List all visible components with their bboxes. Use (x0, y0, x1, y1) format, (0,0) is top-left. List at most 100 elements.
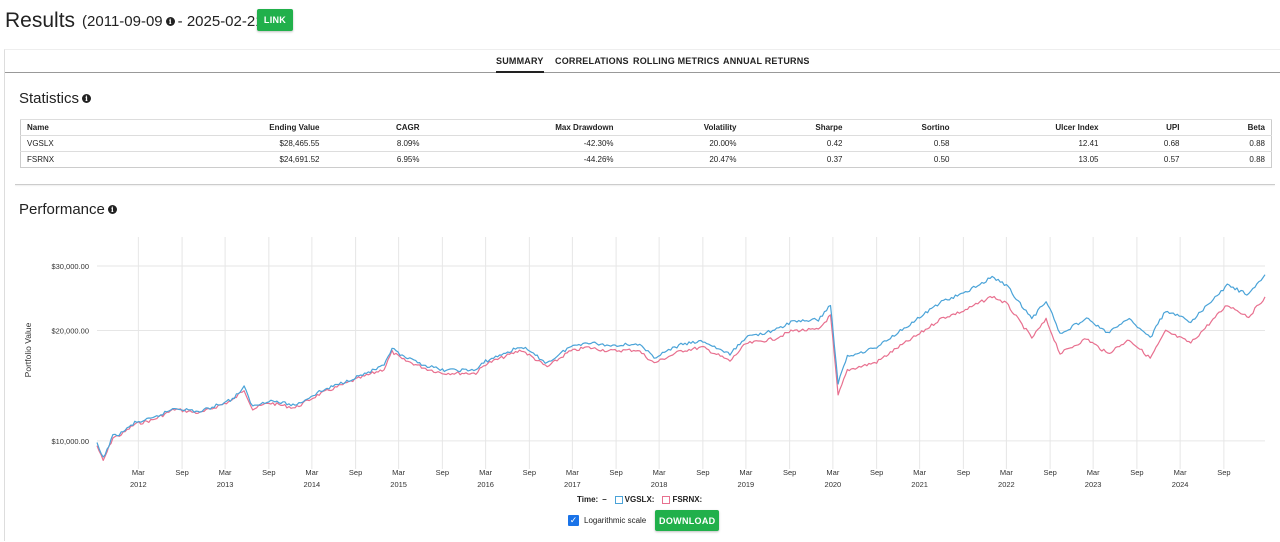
table-row: FSRNX $24,691.52 6.95% -44.26% 20.47% 0.… (20, 151, 1272, 168)
table-row: VGSLX $28,465.55 8.09% -42.30% 20.00% 0.… (20, 135, 1272, 152)
table-cell: 0.58 (848, 135, 956, 152)
y-tick-label: $20,000.00 (51, 327, 89, 336)
legend-label-vgslx: VGSLX: (624, 495, 655, 504)
table-cell: 12.41 (955, 135, 1105, 152)
x-tick-year-label: 2019 (738, 480, 755, 489)
x-tick-label: Mar (739, 468, 752, 477)
column-header: Sharpe (742, 119, 849, 136)
download-button[interactable]: DOWNLOAD (655, 510, 720, 531)
column-header: CAGR (325, 119, 426, 136)
x-tick-year-label: 2024 (1172, 480, 1189, 489)
x-tick-label: Sep (1043, 468, 1056, 477)
x-tick-label: Mar (1087, 468, 1100, 477)
range-end: - 2025-02-21) (177, 12, 269, 30)
table-cell: 0.88 (1185, 151, 1272, 168)
page-title: Results (5, 9, 76, 32)
x-tick-year-label: 2015 (390, 480, 407, 489)
x-tick-label: Sep (175, 468, 188, 477)
x-tick-label: Mar (1174, 468, 1187, 477)
x-tick-label: Mar (132, 468, 145, 477)
statistics-heading: Statistics i (19, 90, 94, 107)
table-header-row: Name Ending Value CAGR Max Drawdown Vola… (20, 119, 1272, 136)
results-header: Results (2011-09-09 i - 2025-02-21) (5, 8, 269, 34)
x-tick-year-label: 2016 (477, 480, 494, 489)
table-cell: 20.00% (619, 135, 743, 152)
x-tick-label: Mar (479, 468, 492, 477)
x-tick-year-label: 2021 (911, 480, 928, 489)
performance-title: Performance (19, 201, 105, 218)
series-line-vgslx (96, 274, 1266, 458)
info-icon[interactable]: i (82, 94, 92, 103)
column-header: Volatility (619, 119, 743, 136)
column-header: Sortino (848, 119, 956, 136)
info-icon[interactable]: i (165, 16, 175, 26)
x-tick-label: Mar (392, 468, 405, 477)
x-tick-year-label: 2014 (304, 480, 321, 489)
series-line-fsrnx (96, 295, 1266, 461)
x-tick-label: Mar (826, 468, 839, 477)
x-tick-year-label: 2013 (217, 480, 234, 489)
x-tick-label: Sep (870, 468, 883, 477)
range-start: (2011-09-09 (82, 12, 163, 30)
x-tick-label: Sep (262, 468, 275, 477)
table-cell: 0.68 (1104, 135, 1186, 152)
column-header: Ulcer Index (955, 119, 1105, 136)
date-range: (2011-09-09 i - 2025-02-21) (82, 13, 269, 30)
x-tick-year-label: 2018 (651, 480, 668, 489)
x-tick-year-label: 2017 (564, 480, 581, 489)
table-cell: FSRNX (20, 151, 101, 168)
x-tick-label: Sep (349, 468, 362, 477)
x-tick-label: Sep (783, 468, 796, 477)
x-tick-label: Sep (1217, 468, 1230, 477)
log-scale-checkbox[interactable]: ✓ (568, 515, 579, 526)
x-tick-label: Sep (696, 468, 709, 477)
table-cell: 0.42 (742, 135, 849, 152)
x-tick-label: Sep (1130, 468, 1143, 477)
x-tick-year-label: 2020 (825, 480, 842, 489)
table-cell: -42.30% (425, 135, 620, 152)
tab-annual-returns[interactable]: ANNUAL RETURNS (723, 56, 810, 66)
table-cell: $28,465.55 (100, 135, 326, 152)
link-button[interactable]: LINK (257, 9, 293, 31)
performance-chart[interactable]: Mar 2012 Sep Mar 2013 Sep Mar 2014 Sep Mar 2015 Sep… (5, 50, 1280, 542)
table-cell: 0.50 (848, 151, 956, 168)
tab-bar: SUMMARY CORRELATIONS ROLLING METRICS ANN… (5, 50, 1280, 73)
column-header: Beta (1185, 119, 1272, 136)
table-cell: 0.57 (1104, 151, 1186, 168)
x-tick-label: Sep (436, 468, 449, 477)
tab-correlations[interactable]: CORRELATIONS (555, 56, 629, 66)
x-tick-label: Sep (609, 468, 622, 477)
table-cell: 6.95% (325, 151, 426, 168)
x-tick-label: Mar (219, 468, 232, 477)
column-header: Name (20, 119, 101, 136)
table-cell: $24,691.52 (100, 151, 326, 168)
info-icon[interactable]: i (107, 205, 117, 214)
tab-rolling-metrics[interactable]: ROLLING METRICS (633, 56, 720, 66)
x-tick-year-label: 2023 (1085, 480, 1102, 489)
table-cell: 13.05 (955, 151, 1105, 168)
table-cell: -44.26% (425, 151, 620, 168)
table-cell: 8.09% (325, 135, 426, 152)
results-panel: SUMMARY CORRELATIONS ROLLING METRICS ANN… (4, 49, 1280, 541)
tab-summary[interactable]: SUMMARY (496, 56, 544, 73)
y-tick-label: $30,000.00 (51, 262, 89, 271)
table-cell: VGSLX (20, 135, 101, 152)
legend-time-value: – (602, 495, 607, 504)
chart-legend: Time: – VGSLX: FSRNX: (577, 495, 702, 504)
performance-heading: Performance i (19, 201, 120, 218)
x-tick-label: Mar (913, 468, 926, 477)
column-header: Ending Value (100, 119, 326, 136)
section-divider (15, 184, 1275, 185)
x-tick-label: Sep (523, 468, 536, 477)
legend-swatch-vgslx (614, 495, 623, 504)
x-tick-label: Mar (305, 468, 318, 477)
y-axis-label: Portfolio Value (23, 322, 33, 377)
table-cell: 0.37 (742, 151, 849, 168)
x-tick-label: Mar (566, 468, 579, 477)
y-tick-label: $10,000.00 (51, 437, 89, 446)
log-scale-label: Logarithmic scale (584, 516, 647, 525)
x-tick-label: Mar (653, 468, 666, 477)
x-tick-year-label: 2012 (130, 480, 147, 489)
legend-swatch-fsrnx (662, 495, 671, 504)
x-tick-year-label: 2022 (998, 480, 1015, 489)
